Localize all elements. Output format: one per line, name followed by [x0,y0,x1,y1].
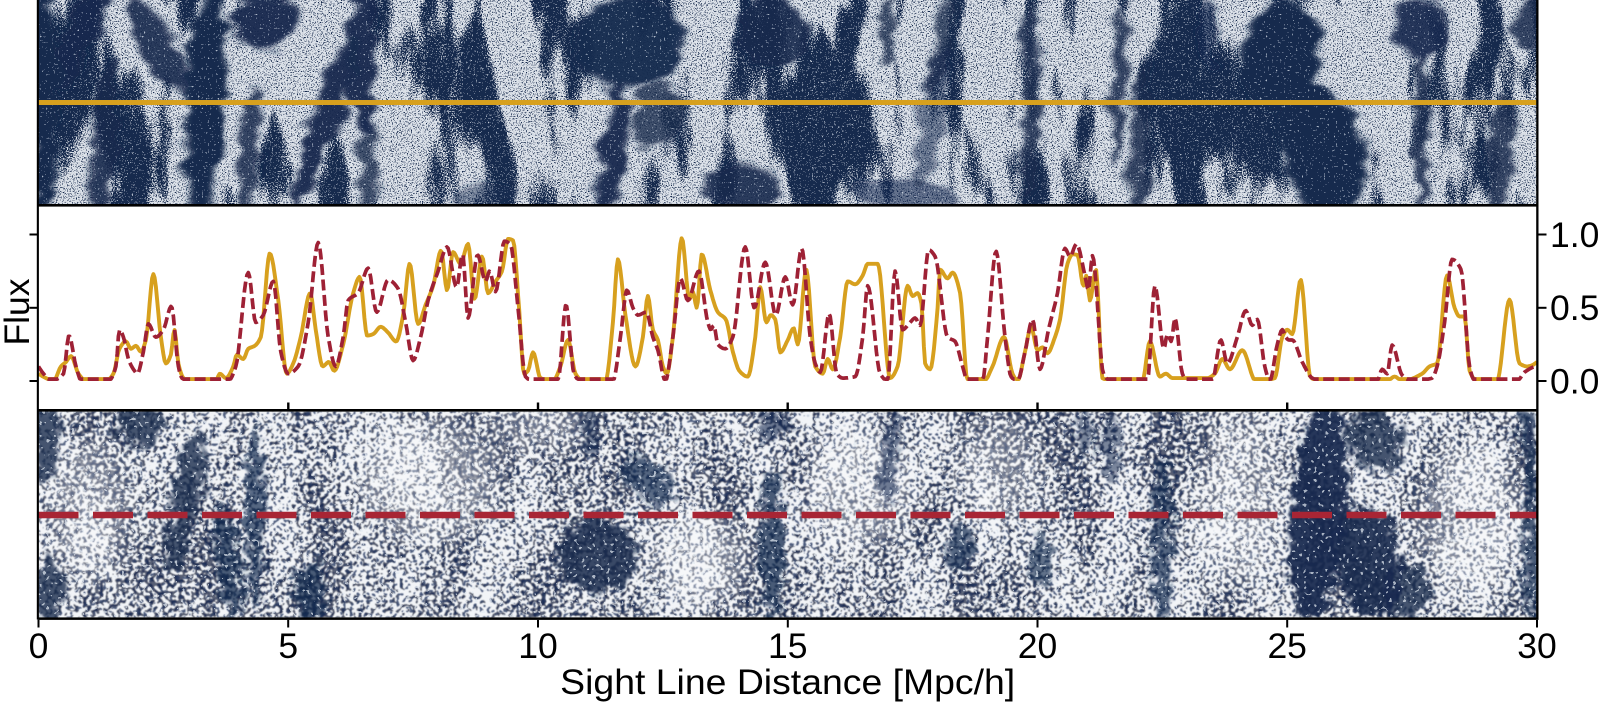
svg-text:20: 20 [1018,626,1058,666]
svg-text:0.5: 0.5 [1550,288,1599,328]
svg-text:5: 5 [278,626,298,666]
svg-text:1.0: 1.0 [1550,215,1599,255]
svg-text:15: 15 [768,626,808,666]
svg-text:Sight Line Distance [Mpc/h]: Sight Line Distance [Mpc/h] [560,662,1015,702]
svg-text:0.0: 0.0 [1550,362,1599,402]
svg-text:25: 25 [1267,626,1307,666]
svg-text:0: 0 [29,626,49,666]
svg-text:30: 30 [1517,626,1557,666]
svg-text:10: 10 [518,626,558,666]
svg-text:Flux: Flux [0,278,37,345]
